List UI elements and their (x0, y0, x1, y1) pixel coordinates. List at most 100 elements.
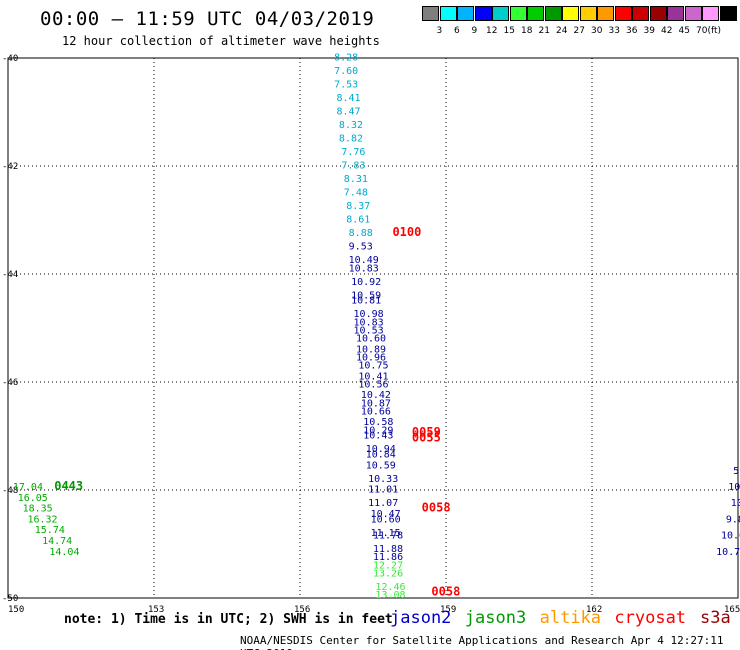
data-point-label: 16.32 (27, 514, 57, 525)
data-point-label: 10.75 (358, 361, 388, 372)
y-tick-label: -48 (2, 486, 18, 496)
data-point-label: 8.41 (337, 93, 361, 104)
data-point-label: 10.83 (349, 263, 379, 274)
data-point-label: 8.31 (344, 174, 368, 185)
legend-swatch (667, 6, 684, 21)
data-point-label: 8.28 (334, 53, 358, 64)
satellite-label-jason2: jason2 (390, 608, 452, 628)
data-point-label: 11.88 (373, 544, 403, 555)
footer-note: note: 1) Time is in UTC; 2) SWH is in fe… (64, 612, 393, 627)
data-point-label: 12.27 (373, 560, 403, 571)
legend-swatch (492, 6, 509, 21)
data-point-label: 8.32 (339, 120, 363, 131)
data-point-label: 13.26 (373, 568, 403, 579)
time-annotation: 0055 (412, 430, 441, 444)
data-point-label: 9.53 (349, 242, 373, 253)
data-point-label: 10.92 (351, 277, 381, 288)
data-point-label: 7.83 (341, 161, 365, 172)
legend-label: 42 (661, 26, 673, 36)
data-point-label: 10.41 (358, 371, 388, 382)
y-tick-label: -50 (2, 594, 18, 604)
data-point-label: 9.8 (726, 514, 740, 525)
chart-subtitle: 12 hour collection of altimeter wave hei… (62, 34, 380, 48)
data-point-label: 10.60 (371, 514, 401, 525)
satellite-label-cryosat: cryosat (614, 608, 687, 628)
legend-swatch (509, 6, 527, 21)
data-point-label: 7.48 (344, 188, 368, 199)
y-tick-label: -42 (2, 162, 18, 172)
legend-swatch (614, 6, 632, 21)
data-point-label: 10.84 (366, 450, 396, 461)
data-point-label: 11.86 (373, 552, 403, 563)
data-point-label: 10. (728, 482, 740, 493)
legend-swatch (579, 6, 597, 21)
legend-swatch (562, 6, 579, 21)
data-point-label: 10.47 (371, 509, 401, 520)
data-point-label: 8.88 (349, 228, 373, 239)
legend-label: 27 (573, 26, 585, 36)
legend-swatch (684, 6, 702, 21)
data-point-label: 18.35 (23, 504, 53, 515)
data-point-label: 8.47 (337, 107, 361, 118)
legend-swatch (439, 6, 457, 21)
data-point-label: 10.56 (358, 379, 388, 390)
legend-label: 6 (454, 26, 460, 36)
legend-swatch (457, 6, 474, 21)
legend-label: 9 (471, 26, 478, 36)
legend-label: 33 (608, 26, 620, 36)
data-point-label: 10.59 (351, 290, 381, 301)
y-tick-label: -46 (2, 378, 18, 388)
legend-swatch (544, 6, 562, 21)
data-point-label: 5 (733, 466, 739, 477)
data-point-label: 10.59 (366, 460, 396, 471)
legend-label: (ft) (707, 26, 722, 36)
data-point-label: 7.76 (341, 147, 365, 158)
data-point-label: 10.87 (361, 398, 391, 409)
data-point-label: 10.89 (356, 344, 386, 355)
x-tick-label: 162 (586, 605, 602, 615)
x-tick-label: 165 (724, 605, 740, 615)
data-point-label: 14.04 (49, 547, 79, 558)
x-tick-label: 156 (294, 605, 310, 615)
time-annotation: 0059 (412, 425, 441, 439)
data-point-label: 10.58 (363, 417, 393, 428)
legend-swatch (719, 6, 737, 21)
time-annotation: 0100 (392, 225, 421, 239)
data-point-label: 10.29 (363, 425, 393, 436)
satellite-label-altika: altika (539, 608, 602, 628)
legend-label: 21 (538, 26, 550, 36)
legend-swatch (632, 6, 649, 21)
data-point-label: 10.33 (368, 474, 398, 485)
legend-label: 30 (591, 26, 603, 36)
data-point-label: 10.66 (361, 406, 391, 417)
data-point-label: 11.07 (368, 498, 398, 509)
data-point-label: 10.71 (716, 547, 740, 558)
data-point-label: 11.78 (373, 531, 403, 542)
time-annotation: 0443 (54, 479, 83, 493)
data-point-label: 10.96 (356, 352, 386, 363)
x-tick-label: 159 (440, 605, 456, 615)
legend-swatch (527, 6, 544, 21)
legend-label: 3 (436, 26, 443, 36)
legend-label: 70 (696, 26, 708, 36)
data-point-label: 11.01 (368, 485, 398, 496)
legend-label: 24 (556, 26, 568, 36)
data-point-label: 8.82 (339, 134, 363, 145)
data-point-label: 10.98 (354, 309, 384, 320)
data-point-label: 8.61 (346, 215, 370, 226)
data-point-label: 10.43 (363, 431, 393, 442)
data-point-label: 11.15 (371, 528, 401, 539)
x-tick-label: 153 (148, 605, 164, 615)
time-annotation: 0058 (431, 584, 460, 598)
time-annotation: 0058 (422, 501, 451, 515)
legend-label: 39 (643, 26, 655, 36)
data-point-label: 10.53 (354, 325, 384, 336)
data-point-label: 10.60 (356, 334, 386, 345)
data-point-label: 10.64 (721, 531, 740, 542)
data-point-label: 14.74 (42, 536, 72, 547)
data-point-label: 10.83 (354, 317, 384, 328)
plot-frame (7, 57, 739, 599)
legend-swatch (597, 6, 614, 21)
